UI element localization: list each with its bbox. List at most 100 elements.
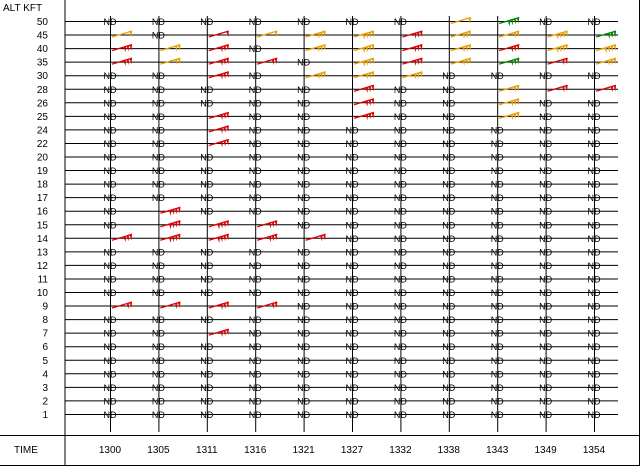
nd-cell: ND (588, 98, 601, 108)
nd-cell: ND (297, 153, 310, 163)
nd-cell: ND (104, 207, 117, 217)
wind-barb-1305-9 (160, 301, 181, 309)
nd-cell: ND (297, 274, 310, 284)
wind-barb-1343-50 (499, 16, 520, 27)
nd-cell: ND (394, 302, 407, 312)
nd-cell: ND (442, 247, 455, 257)
nd-cell: ND (346, 207, 359, 217)
nd-cell: ND (152, 125, 165, 135)
nd-cell: ND (104, 288, 117, 298)
wind-barb-1311-7 (208, 328, 229, 337)
nd-cell: ND (297, 396, 310, 406)
nd-cell: ND (491, 356, 504, 366)
nd-cell: ND (152, 383, 165, 393)
nd-cell: ND (491, 71, 504, 81)
nd-cell: ND (588, 274, 601, 284)
nd-cell: ND (104, 125, 117, 135)
altitude-tick-12: 12 (37, 261, 49, 272)
time-tick-1338: 1338 (438, 445, 461, 456)
nd-cell: ND (249, 383, 262, 393)
time-tick-1311: 1311 (196, 445, 218, 456)
nd-cell: ND (539, 17, 552, 27)
altitude-tick-17: 17 (37, 193, 49, 204)
nd-cell: ND (588, 302, 601, 312)
altitude-tick-25: 25 (37, 112, 49, 123)
wind-barb-1300-9 (111, 301, 133, 309)
nd-cell: ND (104, 85, 117, 95)
nd-cell: ND (394, 247, 407, 257)
nd-cell: ND (442, 288, 455, 298)
nd-cell: ND (104, 274, 117, 284)
nd-cell: ND (491, 329, 504, 339)
nd-cell: ND (346, 234, 359, 244)
wind-barb-1311-22 (208, 138, 229, 148)
time-tick-1354: 1354 (583, 445, 606, 456)
wind-barb-1338-50 (450, 16, 471, 25)
nd-cell: ND (346, 193, 359, 203)
nd-cell: ND (152, 410, 165, 420)
altitude-tick-10: 10 (37, 288, 49, 299)
nd-cell: ND (346, 153, 359, 163)
nd-cell: ND (200, 315, 213, 325)
nd-cell: ND (491, 247, 504, 257)
wind-barb-1338-40 (450, 43, 471, 53)
nd-cell: ND (588, 396, 601, 406)
nd-cell: ND (588, 315, 601, 325)
nd-cell: ND (539, 356, 552, 366)
nd-cell: ND (200, 369, 213, 379)
nd-cell: ND (539, 139, 552, 149)
nd-cell: ND (104, 410, 117, 420)
nd-cell: ND (588, 180, 601, 190)
nd-cell: ND (104, 139, 117, 149)
nd-cell: ND (539, 193, 552, 203)
nd-cell: ND (104, 383, 117, 393)
nd-cell: ND (249, 356, 262, 366)
nd-cell: ND (491, 207, 504, 217)
nd-cell: ND (539, 261, 552, 271)
altitude-tick-7: 7 (42, 329, 48, 340)
nd-cell: ND (588, 329, 601, 339)
nd-cell: ND (346, 180, 359, 190)
nd-cell: ND (491, 274, 504, 284)
nd-cell: ND (200, 153, 213, 163)
nd-cell: ND (588, 383, 601, 393)
nd-cell: ND (491, 396, 504, 406)
nd-cell: ND (442, 396, 455, 406)
nd-cell: ND (588, 17, 601, 27)
time-tick-labels: 1300 1305 1311 1316 1321 1327 1332 1338 1343 1349… (99, 445, 606, 456)
nd-cell: ND (394, 274, 407, 284)
nd-cell: ND (346, 396, 359, 406)
wind-barb-1300-14 (111, 233, 133, 243)
nd-cell: ND (588, 356, 601, 366)
nd-cell: ND (588, 369, 601, 379)
altitude-tick-8: 8 (42, 315, 48, 326)
wind-barb-1300-40 (111, 43, 133, 53)
altitude-tick-50: 50 (37, 17, 49, 28)
nd-cell: ND (200, 410, 213, 420)
nd-cell: ND (104, 329, 117, 339)
wind-barb-1300-45 (111, 30, 133, 38)
wind-barb-1327-35 (353, 57, 375, 67)
wind-barb-1338-45 (450, 30, 471, 39)
nd-cell: ND (104, 247, 117, 257)
nd-cell: ND (249, 410, 262, 420)
nd-cell: ND (249, 315, 262, 325)
nd-cell: ND (152, 369, 165, 379)
nd-cell: ND (442, 220, 455, 230)
nd-cell: ND (346, 17, 359, 27)
nd-cell: ND (200, 383, 213, 393)
nd-cell: ND (588, 139, 601, 149)
nd-cell: ND (297, 261, 310, 271)
nd-cell: ND (539, 98, 552, 108)
altitude-tick-18: 18 (37, 180, 49, 191)
time-tick-1332: 1332 (389, 445, 412, 456)
nd-cell: ND (588, 112, 601, 122)
nd-cell: ND (152, 166, 165, 176)
nd-cell: ND (394, 139, 407, 149)
nd-cell: ND (104, 315, 117, 325)
nd-cell: ND (297, 17, 310, 27)
nd-cell: ND (249, 44, 262, 54)
nd-cell: ND (104, 356, 117, 366)
nd-cell: ND (297, 288, 310, 298)
wind-barb-1354-35 (595, 57, 617, 66)
